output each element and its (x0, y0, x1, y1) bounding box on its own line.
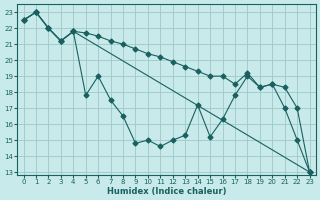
X-axis label: Humidex (Indice chaleur): Humidex (Indice chaleur) (107, 187, 226, 196)
